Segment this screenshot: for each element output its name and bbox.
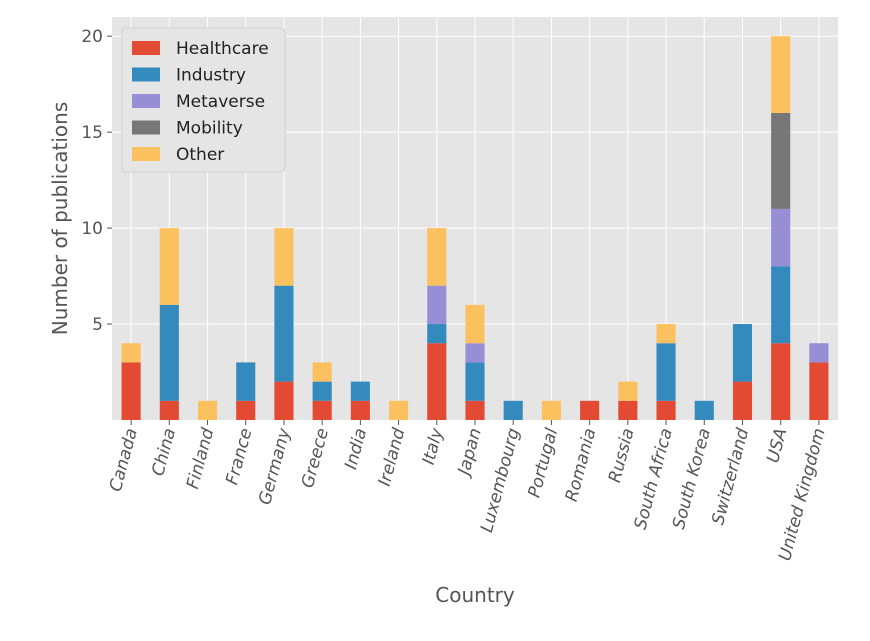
legend-label-industry: Industry: [176, 66, 246, 86]
bar-healthcare-switzerland: [732, 381, 753, 420]
legend-swatch-metaverse: [132, 94, 160, 108]
x-tick-label: Romania: [562, 426, 601, 504]
x-tick-label: USA: [763, 426, 791, 465]
x-tick-label: Luxembourg: [477, 426, 524, 535]
x-tick-label: India: [341, 426, 371, 471]
bar-other-finland: [197, 400, 218, 420]
bar-industry-south-korea: [694, 400, 714, 420]
bar-healthcare-greece: [312, 400, 332, 420]
bars-group: [121, 36, 829, 420]
bar-healthcare-south-africa: [656, 400, 676, 420]
legend-label-mobility: Mobility: [176, 119, 243, 139]
bar-industry-italy: [427, 324, 447, 344]
legend-swatch-healthcare: [132, 41, 160, 55]
bar-industry-france: [236, 362, 256, 401]
bar-healthcare-france: [236, 400, 256, 420]
y-tick-label: 15: [81, 123, 103, 143]
x-tick-label: Portugal: [525, 426, 563, 500]
bar-healthcare-germany: [274, 381, 294, 420]
x-tick-label: Italy: [419, 425, 448, 467]
bar-healthcare-japan: [465, 400, 485, 420]
bar-other-portugal: [541, 400, 561, 420]
bar-healthcare-romania: [580, 400, 600, 420]
bar-other-south-africa: [656, 324, 676, 344]
bar-healthcare-china: [159, 400, 179, 420]
bar-industry-india: [350, 381, 370, 401]
bar-metaverse-united-kingdom: [809, 343, 829, 363]
bar-industry-south-africa: [656, 343, 676, 401]
x-tick-label: Germany: [255, 425, 295, 507]
bar-industry-luxembourg: [503, 400, 523, 420]
bar-healthcare-united-kingdom: [809, 362, 829, 420]
x-tick-label: South Korea: [669, 426, 715, 531]
y-tick-label: 10: [81, 219, 103, 239]
bar-other-russia: [618, 381, 638, 401]
bar-other-italy: [427, 228, 447, 286]
x-axis-label: Country: [435, 583, 515, 607]
x-tick-label: Russia: [605, 426, 639, 485]
bar-metaverse-italy: [427, 285, 447, 325]
bar-metaverse-usa: [771, 208, 791, 267]
y-tick-label: 5: [92, 315, 103, 335]
legend-swatch-mobility: [132, 120, 160, 135]
bar-other-ireland: [389, 400, 409, 420]
bar-other-japan: [465, 304, 485, 344]
bar-other-greece: [312, 362, 332, 382]
bar-other-usa: [771, 36, 791, 113]
bar-other-china: [159, 228, 179, 305]
legend-label-metaverse: Metaverse: [176, 92, 265, 112]
bar-other-canada: [121, 343, 141, 363]
x-tick-label: France: [222, 426, 256, 487]
x-tick-label: Ireland: [375, 426, 410, 489]
x-tick-label: South Africa: [631, 426, 677, 532]
bar-healthcare-russia: [618, 400, 638, 420]
legend-swatch-industry: [132, 67, 160, 82]
bar-other-germany: [274, 228, 294, 286]
bar-industry-china: [159, 304, 179, 401]
y-axis-label: Number of publications: [48, 102, 72, 336]
bar-industry-greece: [312, 381, 332, 401]
x-tick-label: Switzerland: [708, 426, 753, 527]
x-tick-label: China: [148, 426, 180, 478]
bar-healthcare-usa: [771, 343, 791, 420]
bar-healthcare-india: [350, 400, 370, 420]
bar-industry-germany: [274, 285, 294, 382]
legend: Healthcare Industry Metaverse Mobility Other: [121, 27, 286, 173]
legend-label-healthcare: Healthcare: [176, 39, 269, 59]
bar-industry-switzerland: [732, 324, 753, 382]
legend-swatch-other: [132, 147, 160, 161]
bar-mobility-usa: [771, 112, 791, 209]
x-tick-label: Japan: [453, 426, 485, 480]
bar-industry-usa: [771, 266, 791, 344]
x-tick-label: Canada: [106, 426, 142, 494]
x-tick-label: Greece: [298, 426, 333, 490]
x-tick-label: Finland: [183, 426, 218, 491]
y-tick-label: 20: [81, 27, 103, 47]
legend-label-other: Other: [176, 145, 224, 165]
y-axis-ticks: 5 10 15 20: [81, 27, 112, 335]
bar-metaverse-japan: [465, 343, 485, 363]
bar-healthcare-canada: [121, 362, 141, 420]
bar-industry-japan: [465, 362, 485, 401]
legend-frame: [121, 27, 286, 173]
bar-healthcare-italy: [427, 343, 447, 420]
